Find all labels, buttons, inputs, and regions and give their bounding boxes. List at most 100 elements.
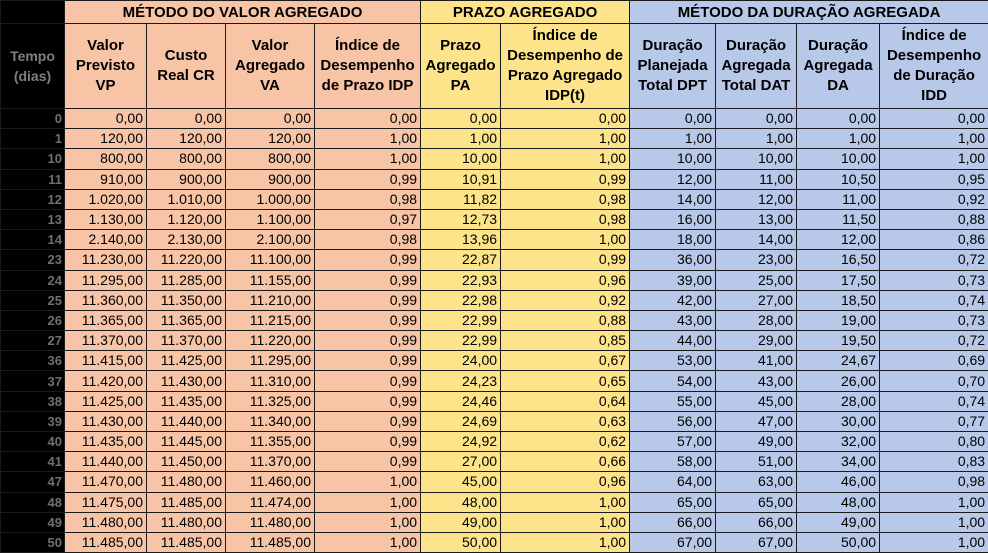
cell-pa: 0,00 xyxy=(421,109,501,129)
cell-tempo: 49 xyxy=(1,512,65,532)
cell-pa: 12,73 xyxy=(421,209,501,229)
cell-cr: 11.220,00 xyxy=(147,250,226,270)
cell-dpt: 58,00 xyxy=(630,452,716,472)
cell-va: 11.210,00 xyxy=(226,290,315,310)
cell-tempo: 14 xyxy=(1,230,65,250)
cell-idpt: 0,92 xyxy=(501,290,630,310)
cell-dpt: 10,00 xyxy=(630,149,716,169)
cell-pa: 22,99 xyxy=(421,331,501,351)
cell-vp: 2.140,00 xyxy=(65,230,147,250)
cell-da: 32,00 xyxy=(797,432,880,452)
cell-tempo: 12 xyxy=(1,189,65,209)
cell-idpt: 0,96 xyxy=(501,472,630,492)
cell-va: 900,00 xyxy=(226,169,315,189)
cell-tempo: 26 xyxy=(1,310,65,330)
group-header-duracao-agregada: MÉTODO DA DURAÇÃO AGREGADA xyxy=(630,1,988,24)
cell-cr: 11.365,00 xyxy=(147,310,226,330)
cell-dpt: 1,00 xyxy=(630,129,716,149)
cell-da: 19,00 xyxy=(797,310,880,330)
cell-dat: 65,00 xyxy=(716,492,797,512)
cell-va: 0,00 xyxy=(226,109,315,129)
cell-dpt: 57,00 xyxy=(630,432,716,452)
cell-da: 46,00 xyxy=(797,472,880,492)
cell-idd: 0,80 xyxy=(880,432,988,452)
cell-idp: 1,00 xyxy=(315,472,421,492)
cell-dat: 67,00 xyxy=(716,532,797,552)
cell-va: 11.100,00 xyxy=(226,250,315,270)
cell-vp: 120,00 xyxy=(65,129,147,149)
cell-idd: 0,72 xyxy=(880,250,988,270)
cell-idp: 0,99 xyxy=(315,452,421,472)
cell-cr: 1.120,00 xyxy=(147,209,226,229)
cell-va: 11.340,00 xyxy=(226,411,315,431)
cell-va: 11.155,00 xyxy=(226,270,315,290)
cell-idp: 0,99 xyxy=(315,432,421,452)
cell-pa: 1,00 xyxy=(421,129,501,149)
cell-va: 11.370,00 xyxy=(226,452,315,472)
cell-idpt: 0,99 xyxy=(501,250,630,270)
cell-tempo: 41 xyxy=(1,452,65,472)
cell-cr: 11.350,00 xyxy=(147,290,226,310)
cell-idpt: 0,63 xyxy=(501,411,630,431)
cell-tempo: 23 xyxy=(1,250,65,270)
cell-idd: 0,98 xyxy=(880,472,988,492)
cell-idp: 0,97 xyxy=(315,209,421,229)
cell-idp: 0,99 xyxy=(315,371,421,391)
cell-da: 10,00 xyxy=(797,149,880,169)
cell-dpt: 54,00 xyxy=(630,371,716,391)
cell-da: 19,50 xyxy=(797,331,880,351)
cell-va: 2.100,00 xyxy=(226,230,315,250)
cell-vp: 800,00 xyxy=(65,149,147,169)
cell-vp: 11.440,00 xyxy=(65,452,147,472)
cell-idd: 1,00 xyxy=(880,532,988,552)
cell-cr: 11.485,00 xyxy=(147,492,226,512)
cell-dpt: 12,00 xyxy=(630,169,716,189)
cell-idp: 0,99 xyxy=(315,270,421,290)
cell-tempo: 0 xyxy=(1,109,65,129)
cell-dpt: 55,00 xyxy=(630,391,716,411)
cell-vp: 1.020,00 xyxy=(65,189,147,209)
cell-vp: 1.130,00 xyxy=(65,209,147,229)
cell-dat: 47,00 xyxy=(716,411,797,431)
cell-cr: 11.370,00 xyxy=(147,331,226,351)
cell-dat: 14,00 xyxy=(716,230,797,250)
cell-tempo: 47 xyxy=(1,472,65,492)
cell-cr: 800,00 xyxy=(147,149,226,169)
cell-cr: 11.480,00 xyxy=(147,512,226,532)
cell-tempo: 24 xyxy=(1,270,65,290)
cell-tempo: 25 xyxy=(1,290,65,310)
cell-cr: 11.445,00 xyxy=(147,432,226,452)
cell-va: 11.485,00 xyxy=(226,532,315,552)
cell-idd: 1,00 xyxy=(880,149,988,169)
cell-idpt: 1,00 xyxy=(501,230,630,250)
cell-dat: 23,00 xyxy=(716,250,797,270)
cell-idp: 0,00 xyxy=(315,109,421,129)
cell-tempo: 13 xyxy=(1,209,65,229)
cell-cr: 11.435,00 xyxy=(147,391,226,411)
cell-vp: 11.415,00 xyxy=(65,351,147,371)
cell-va: 1.000,00 xyxy=(226,189,315,209)
cell-cr: 11.285,00 xyxy=(147,270,226,290)
cell-cr: 900,00 xyxy=(147,169,226,189)
cell-idpt: 0,98 xyxy=(501,209,630,229)
cell-dat: 28,00 xyxy=(716,310,797,330)
cell-dat: 66,00 xyxy=(716,512,797,532)
cell-idp: 0,98 xyxy=(315,230,421,250)
cell-idpt: 0,98 xyxy=(501,189,630,209)
cell-idpt: 0,62 xyxy=(501,432,630,452)
cell-dpt: 36,00 xyxy=(630,250,716,270)
cell-pa: 24,69 xyxy=(421,411,501,431)
cell-idd: 0,77 xyxy=(880,411,988,431)
cell-dat: 0,00 xyxy=(716,109,797,129)
